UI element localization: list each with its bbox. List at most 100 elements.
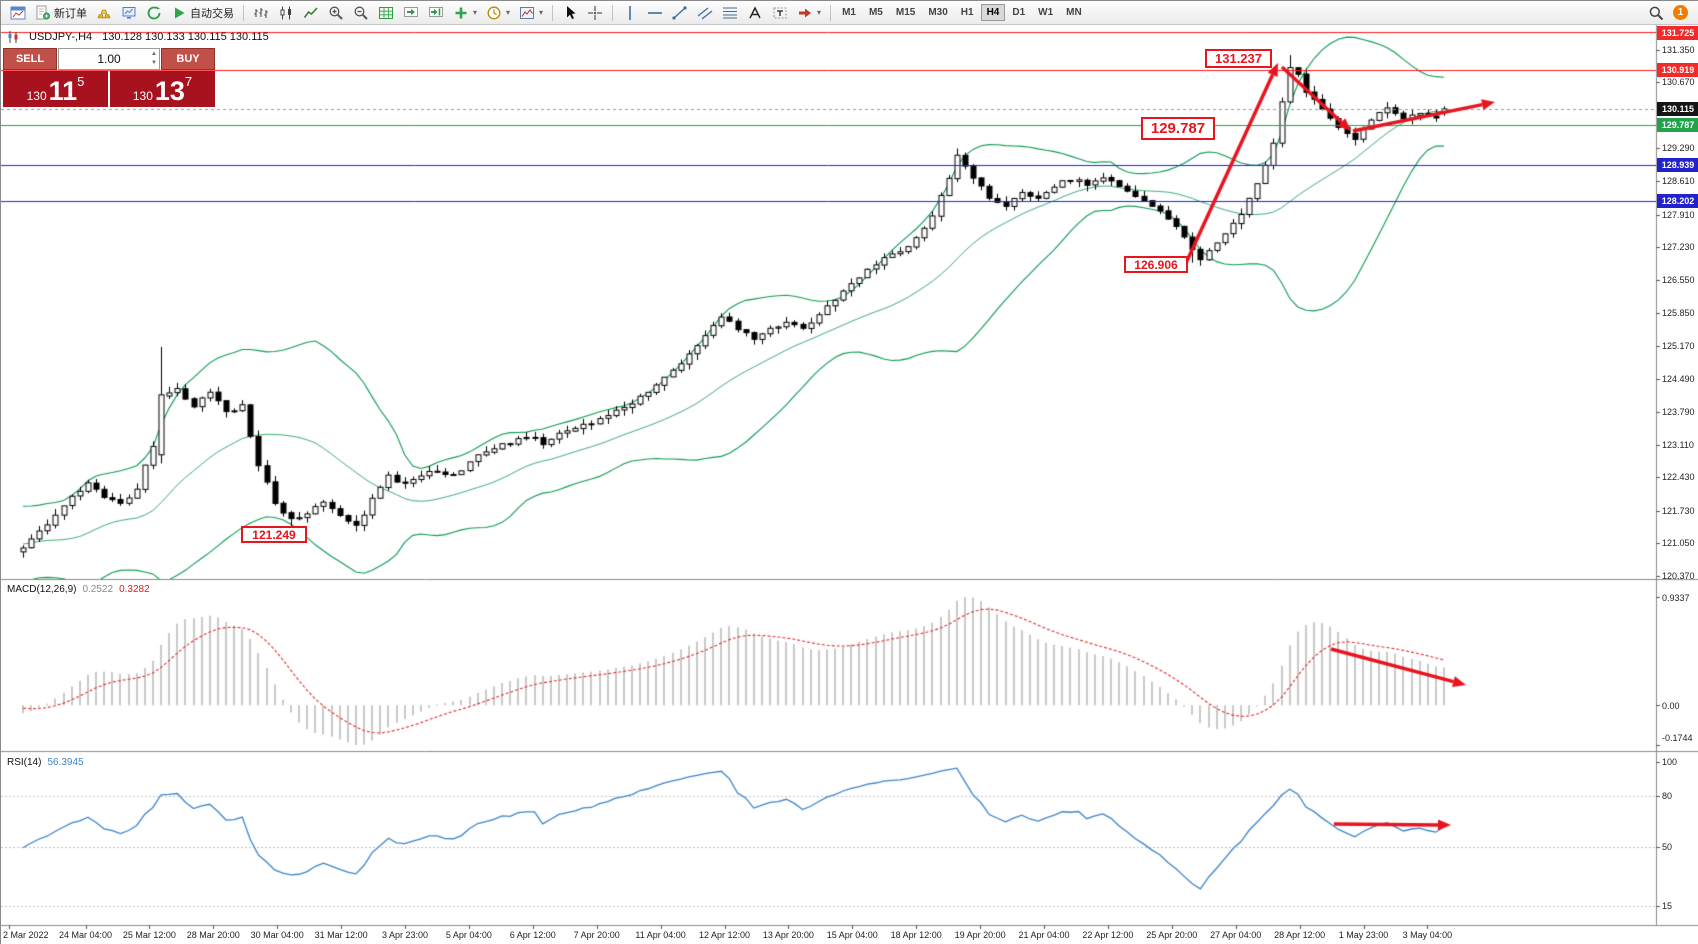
chart-shift-icon [428,5,444,21]
chart-window-icon[interactable] [6,3,30,23]
periods-icon [486,5,502,21]
rsi-value: 56.3945 [47,757,84,768]
toolbar-separator [243,4,244,21]
chart-shift-icon[interactable] [424,3,448,23]
macd-value-main: 0.2522 [82,584,114,595]
timeframe-button-d1[interactable]: D1 [1012,7,1026,18]
zoom-in-icon[interactable] [324,3,348,23]
chevron-down-icon: ▾ [506,8,511,17]
one-click-trading-panel: SELL 1.00 ▲ ▼ BUY 130 11 5 130 13 7 [3,48,215,107]
templates-dropdown[interactable]: ▾ [515,3,547,23]
sell-price-display[interactable]: 130 11 5 [3,71,108,107]
market-watch-icon [96,5,112,21]
indicators-icon [453,5,469,21]
notification-badge[interactable]: 1 [1673,5,1688,20]
line-chart-icon [303,5,319,21]
label-icon[interactable] [768,3,792,23]
text-icon [747,5,763,21]
fibonacci-icon[interactable] [718,3,742,23]
macd-value-signal: 0.3282 [119,584,150,595]
vertical-line-icon[interactable] [618,3,642,23]
fibonacci-icon [722,5,738,21]
toolbar-separator [612,4,614,21]
chevron-down-icon: ▾ [539,8,544,17]
symbol-period-label: USDJPY-,H4 [29,31,93,43]
sell-price-prefix: 130 [26,89,47,103]
new-order-button[interactable]: 新订单 [31,3,91,23]
new-order-icon [35,5,51,21]
toolbar: 新订单 自动交易 ▾ ▾ ▾ ▾ M1 M5 M15 M30 H1 H4 D1 W1 MN 1 [1,1,1698,25]
bar-chart-icon [253,5,269,21]
tile-windows-icon[interactable] [374,3,398,23]
volume-spinner[interactable]: ▲ ▼ [151,51,157,66]
volume-input[interactable]: 1.00 ▲ ▼ [58,48,160,70]
equidistant-channel-icon[interactable] [693,3,717,23]
equidistant-channel-icon [697,5,713,21]
crosshair-icon [587,5,603,21]
sell-price-big: 11 [48,76,78,106]
tile-windows-icon [378,5,394,21]
new-order-button-label: 新订单 [54,7,87,20]
algo-trading-icon [171,5,187,21]
toolbar-separator [552,4,554,21]
timeframe-button-h4[interactable]: H4 [980,4,1006,21]
search-icon [1648,5,1664,21]
buy-price-big: 13 [154,76,185,106]
auto-scroll-icon [403,5,419,21]
candlestick-chart-icon[interactable] [274,3,298,23]
trendline-icon[interactable] [668,3,692,23]
zoom-out-icon [353,5,369,21]
timeframe-button-m5[interactable]: M5 [868,7,883,18]
timeframe-button-m30[interactable]: M30 [928,7,948,18]
zoom-out-icon[interactable] [349,3,373,23]
horizontal-line-icon[interactable] [643,3,667,23]
market-watch-icon[interactable] [92,3,116,23]
crosshair-icon[interactable] [583,3,607,23]
timeframe-button-m15[interactable]: M15 [895,7,916,18]
toolbar-separator [830,4,832,21]
data-window-icon [121,5,137,21]
shapes-dropdown[interactable]: ▾ [793,3,825,23]
indicators-dropdown[interactable]: ▾ [449,3,481,23]
trendline-icon [672,5,688,21]
macd-indicator-title: MACD(12,26,9) 0.2522 0.3282 [7,584,150,595]
periods-dropdown[interactable]: ▾ [482,3,514,23]
rsi-title-text: RSI(14) [7,757,42,768]
cursor-icon[interactable] [558,3,582,23]
algo-trading-button-label: 自动交易 [190,7,234,20]
timeframe-button-m1[interactable]: M1 [842,7,856,18]
buy-price-display[interactable]: 130 13 7 [110,71,215,107]
buy-button[interactable]: BUY [161,48,215,70]
macd-title-text: MACD(12,26,9) [7,584,77,595]
label-icon [772,5,788,21]
templates-icon [519,5,535,21]
sell-button[interactable]: SELL [3,48,57,70]
text-icon[interactable] [743,3,767,23]
candlestick-chart-icon [278,5,294,21]
zoom-in-icon [328,5,344,21]
sell-price-sup: 5 [77,74,85,89]
chevron-down-icon: ▾ [473,8,478,17]
chart-symbol-info: USDJPY-,H4 130.128 130.133 130.115 130.1… [7,31,269,43]
chart-window-icon [10,5,26,21]
algo-trading-button[interactable]: 自动交易 [167,3,238,23]
timeframe-button-mn[interactable]: MN [1066,7,1082,18]
chevron-down-icon: ▾ [817,8,822,17]
auto-scroll-icon[interactable] [399,3,423,23]
line-chart-icon[interactable] [299,3,323,23]
search-icon[interactable] [1644,3,1668,23]
candlestick-icon [8,31,18,43]
data-window-icon[interactable] [117,3,141,23]
timeframe-button-h1[interactable]: H1 [960,7,974,18]
bar-chart-icon[interactable] [249,3,273,23]
buy-price-prefix: 130 [132,89,153,103]
shapes-icon [797,5,813,21]
navigator-icon [146,5,162,21]
navigator-icon[interactable] [142,3,166,23]
cursor-icon [562,5,578,21]
timeframe-button-w1[interactable]: W1 [1038,7,1054,18]
buy-price-sup: 7 [184,74,193,89]
symbol-ohlc: 130.128 130.133 130.115 130.115 [102,31,269,43]
